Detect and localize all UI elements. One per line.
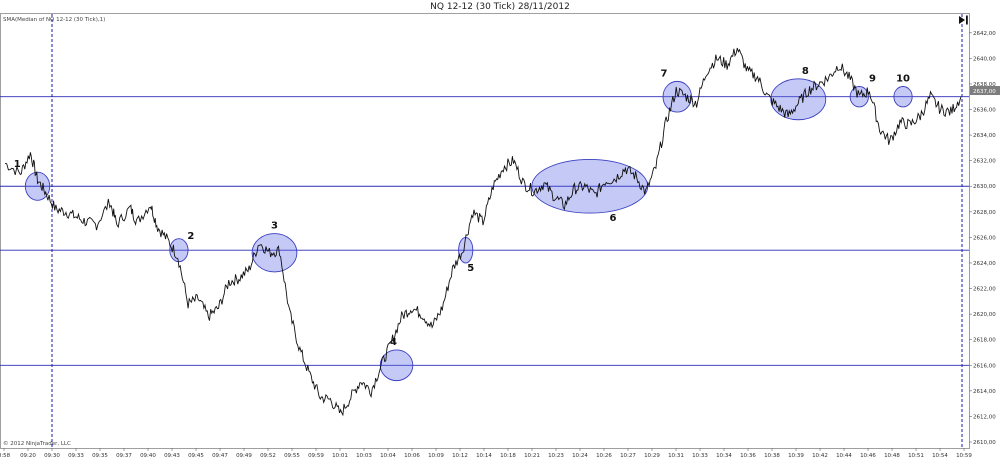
- annotation-label: 4: [390, 337, 397, 348]
- x-tick-label: 10:33: [692, 453, 708, 459]
- x-tick-label: 09:40: [140, 453, 156, 459]
- y-tick-label: 2634,00: [973, 133, 996, 139]
- x-axis: 8:58 09:20 09:30 09:33 09:35 09:37 09:40 09:43 0…: [0, 448, 972, 459]
- y-tick-label: 2612,00: [973, 414, 996, 420]
- x-tick-label: 10:31: [668, 453, 684, 459]
- copyright-label: © 2012 NinjaTrader, LLC: [3, 440, 71, 447]
- x-tick-label: 10:44: [836, 453, 852, 459]
- y-tick-label: 2636,00: [973, 108, 996, 114]
- x-tick-label: 10:38: [764, 453, 780, 459]
- y-tick-label: 2618,00: [973, 338, 996, 344]
- x-tick-label: 10:39: [788, 453, 804, 459]
- x-tick-label: 10:12: [452, 453, 468, 459]
- annotation-label: 5: [467, 263, 474, 274]
- x-tick-label: 10:54: [932, 453, 948, 459]
- x-tick-label: 10:01: [332, 453, 348, 459]
- price-series: [4, 47, 962, 417]
- annotation-ellipse: [770, 78, 827, 121]
- y-tick-label: 2626,00: [973, 235, 996, 241]
- x-tick-label: 09:52: [260, 453, 276, 459]
- annotation-label: 1: [14, 159, 21, 170]
- y-axis: 2642,00 2640,00 2638,00 2636,00 2634,00 2632,…: [969, 31, 996, 446]
- x-tick-label: 8:58: [0, 453, 11, 459]
- annotation-label: 8: [802, 66, 809, 77]
- y-tick-label: 2620,00: [973, 312, 996, 318]
- x-tick-label: 10:27: [620, 453, 636, 459]
- chart-title: NQ 12-12 (30 Tick) 28/11/2012: [430, 2, 570, 12]
- x-tick-label: 10:29: [644, 453, 660, 459]
- y-tick-label: 2610,00: [973, 440, 996, 446]
- x-tick-label: 09:33: [68, 453, 84, 459]
- annotation-ellipse: [893, 86, 913, 108]
- annotation-ellipse: [379, 349, 414, 382]
- x-tick-label: 10:36: [740, 453, 756, 459]
- annotation-label: 7: [661, 68, 668, 79]
- annotation-label: 3: [271, 221, 278, 232]
- horizontal-levels: [0, 96, 969, 366]
- price-line: [4, 47, 962, 417]
- x-tick-label: 10:04: [380, 453, 396, 459]
- y-tick-label: 2638,00: [973, 82, 996, 88]
- scroll-end-icon[interactable]: [959, 15, 968, 25]
- annotation-label: 6: [609, 213, 616, 224]
- x-tick-label: 09:30: [44, 453, 60, 459]
- x-tick-label: 10:03: [356, 453, 372, 459]
- y-tick-label: 2628,00: [973, 210, 996, 216]
- x-tick-label: 10:26: [596, 453, 612, 459]
- x-tick-label: 09:35: [92, 453, 108, 459]
- x-tick-label: 10:42: [812, 453, 828, 459]
- x-tick-label: 09:59: [308, 453, 324, 459]
- y-tick-label: 2624,00: [973, 261, 996, 267]
- plot-frame: [0, 13, 970, 449]
- x-tick-label: 09:47: [212, 453, 228, 459]
- vertical-markers: [51, 14, 963, 448]
- x-tick-label: 09:20: [20, 453, 36, 459]
- x-tick-label: 09:37: [116, 453, 132, 459]
- last-price-label: 2637,00: [973, 89, 996, 95]
- indicator-label: SMA(Median of NQ 12-12 (30 Tick),1): [3, 17, 105, 23]
- x-tick-label: 10:34: [716, 453, 732, 459]
- annotation-label: 2: [187, 231, 194, 242]
- annotation-label: 9: [869, 73, 876, 84]
- y-tick-label: 2640,00: [973, 56, 996, 62]
- annotation-ellipse: [251, 233, 298, 273]
- y-tick-label: 2630,00: [973, 184, 996, 190]
- y-tick-label: 2642,00: [973, 31, 996, 37]
- y-tick-label: 2616,00: [973, 363, 996, 369]
- annotation-ellipse: [849, 86, 869, 108]
- x-tick-label: 09:49: [236, 453, 252, 459]
- annotation-ellipse: [531, 158, 649, 214]
- annotation-labels: 1 2 3 4 5 6 7 8 9 10: [14, 66, 910, 348]
- x-tick-label: 09:43: [164, 453, 180, 459]
- annotation-label: 10: [896, 73, 910, 84]
- y-tick-label: 2622,00: [973, 287, 996, 293]
- annotation-ellipse: [24, 171, 51, 201]
- x-tick-label: 10:46: [860, 453, 876, 459]
- x-tick-label: 10:24: [572, 453, 588, 459]
- x-tick-label: 10:23: [548, 453, 564, 459]
- x-tick-label: 10:51: [908, 453, 924, 459]
- x-tick-label: 09:55: [284, 453, 300, 459]
- x-tick-label: 10:14: [476, 453, 492, 459]
- y-tick-label: 2614,00: [973, 389, 996, 395]
- annotation-ellipses: [24, 78, 913, 382]
- x-tick-label: 09:45: [188, 453, 204, 459]
- x-tick-label: 10:59: [956, 453, 972, 459]
- last-price-badge: 2637,00: [970, 86, 1000, 95]
- x-tick-label: 10:09: [428, 453, 444, 459]
- x-tick-label: 10:48: [884, 453, 900, 459]
- x-tick-label: 10:21: [524, 453, 540, 459]
- x-tick-label: 10:06: [404, 453, 420, 459]
- y-tick-label: 2632,00: [973, 159, 996, 165]
- x-tick-label: 10:18: [500, 453, 516, 459]
